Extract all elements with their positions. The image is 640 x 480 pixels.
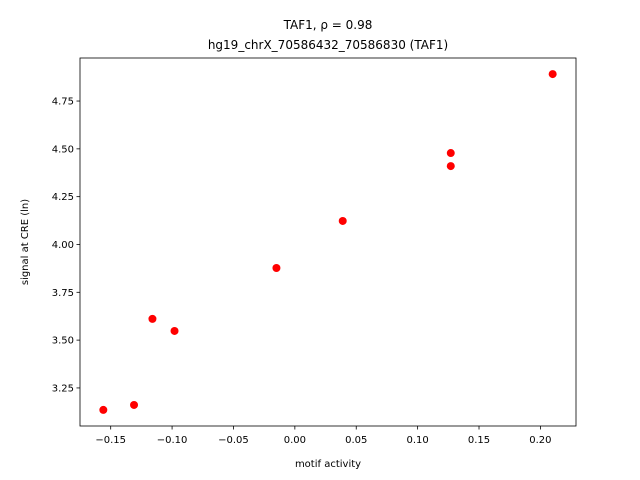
y-tick-label: 3.25 xyxy=(52,383,74,394)
point xyxy=(99,405,108,414)
point xyxy=(446,162,455,171)
x-tick-label: −0.10 xyxy=(157,435,188,446)
x-tick-label: 0.15 xyxy=(468,435,490,446)
x-tick-label: −0.15 xyxy=(95,435,126,446)
x-tick-label: 0.20 xyxy=(529,435,551,446)
x-tick-label: 0.05 xyxy=(345,435,367,446)
point xyxy=(272,264,281,273)
point xyxy=(338,216,347,225)
point xyxy=(170,326,179,335)
x-tick-label: 0.10 xyxy=(406,435,428,446)
y-tick-label: 4.00 xyxy=(52,240,74,251)
point xyxy=(130,400,139,409)
y-tick-label: 4.50 xyxy=(52,144,74,155)
y-axis-label: signal at CRE (ln) xyxy=(20,199,31,285)
chart-subtitle: hg19_chrX_70586432_70586830 (TAF1) xyxy=(208,38,448,52)
chart-title: TAF1, ρ = 0.98 xyxy=(283,18,373,32)
y-tick-label: 3.50 xyxy=(52,336,74,347)
point xyxy=(548,70,557,79)
y-tick-label: 4.75 xyxy=(52,97,74,108)
plot-frame xyxy=(79,57,577,427)
point xyxy=(446,149,455,158)
x-axis-label: motif activity xyxy=(295,459,361,470)
y-tick-label: 3.75 xyxy=(52,288,74,299)
y-tick-label: 4.25 xyxy=(52,192,74,203)
x-tick-label: 0.00 xyxy=(284,435,306,446)
point xyxy=(148,314,157,323)
x-tick-label: −0.05 xyxy=(218,435,249,446)
